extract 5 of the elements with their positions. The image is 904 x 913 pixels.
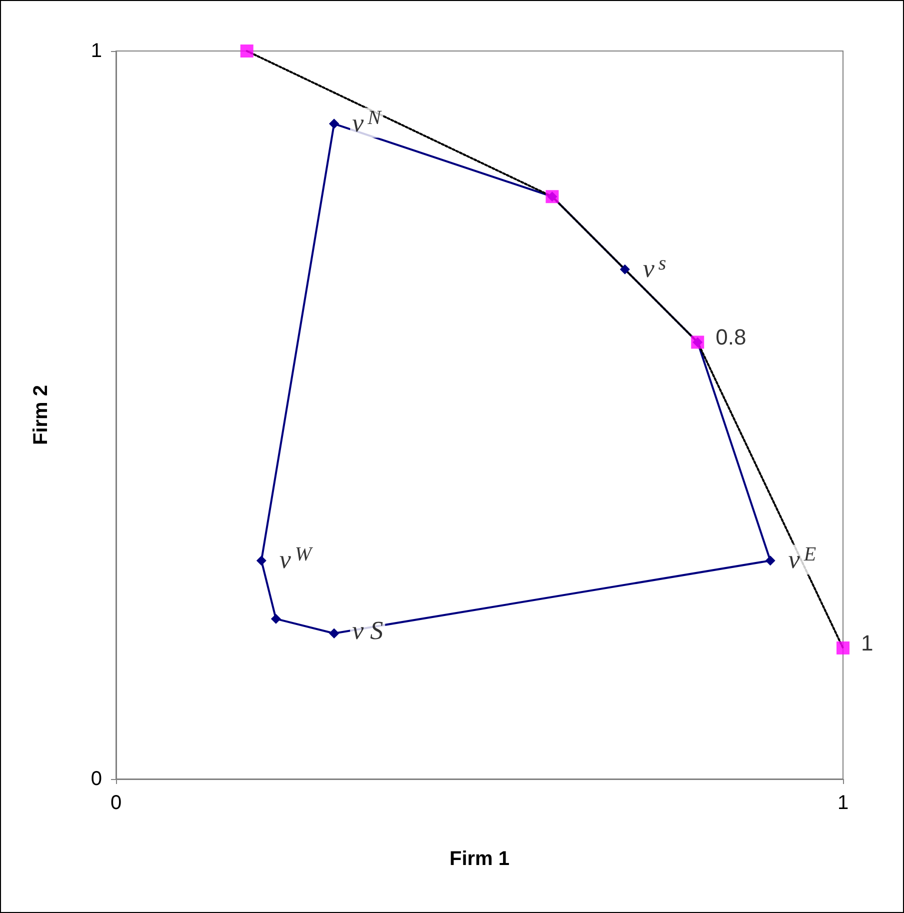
annotation: 1 [861, 630, 874, 656]
annotation: 0.8 [716, 324, 746, 350]
annotation: v S [352, 616, 384, 645]
y-axis-title: Firm 2 [30, 384, 52, 446]
x-axis-title: Firm 1 [449, 848, 510, 870]
